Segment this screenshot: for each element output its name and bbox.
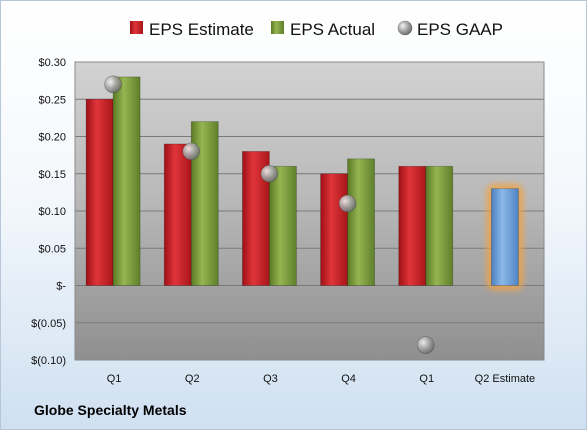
- y-tick-label: $0.20: [38, 132, 66, 144]
- eps-bar: [85, 98, 114, 286]
- legend-label: EPS GAAP: [417, 20, 503, 39]
- gaap-marker: [416, 336, 435, 354]
- legend-label: EPS Estimate: [149, 20, 254, 39]
- x-tick-label: Q3: [263, 373, 278, 385]
- eps-bar: [398, 165, 427, 286]
- eps-bar: [347, 158, 375, 286]
- estimate-bar: [491, 188, 519, 286]
- x-axis-labels: Q1 Q2 Q3 Q4 Q1 Q2 Estimate: [107, 373, 535, 385]
- x-tick-label: Q1: [419, 373, 434, 385]
- y-tick-label: $(0.10): [31, 355, 66, 367]
- eps-bar: [112, 76, 141, 286]
- chart-legend: EPS Estimate EPS Actual EPS GAAP: [130, 20, 503, 39]
- y-tick-label: $-: [56, 281, 66, 293]
- gaap-marker: [338, 194, 357, 213]
- plot-border: [74, 61, 545, 361]
- legend-swatch: [130, 21, 143, 34]
- y-tick-label: $0.30: [38, 57, 66, 69]
- y-tick-label: $0.15: [38, 169, 66, 181]
- y-tick-label: $0.10: [38, 206, 66, 218]
- gridlines: [74, 61, 545, 361]
- legend-swatch: [397, 20, 413, 36]
- eps-bar: [425, 165, 454, 286]
- legend-label: EPS Actual: [290, 20, 375, 39]
- bars: [85, 76, 524, 291]
- legend-swatch: [271, 21, 284, 34]
- y-axis-ticks: $0.30 $0.25 $0.20 $0.15 $0.10 $0.05 $- $(0.05) $…: [31, 57, 66, 367]
- x-tick-label: Q2: [185, 373, 200, 385]
- x-tick-label: Q1: [107, 373, 122, 385]
- y-tick-label: $(0.05): [31, 318, 66, 330]
- y-tick-label: $0.05: [38, 243, 66, 255]
- company-name: Globe Specialty Metals: [34, 402, 187, 418]
- gaap-marker: [104, 75, 122, 94]
- x-tick-label: Q4: [341, 373, 356, 385]
- eps-bar: [163, 143, 192, 286]
- gaap-marker: [260, 164, 279, 183]
- eps-bar: [320, 173, 348, 286]
- eps-bar: [269, 165, 297, 286]
- gaap-markers: [104, 75, 435, 354]
- y-tick-label: $0.25: [38, 94, 66, 106]
- x-tick-label: Q2 Estimate: [475, 373, 536, 385]
- gaap-marker: [182, 142, 201, 161]
